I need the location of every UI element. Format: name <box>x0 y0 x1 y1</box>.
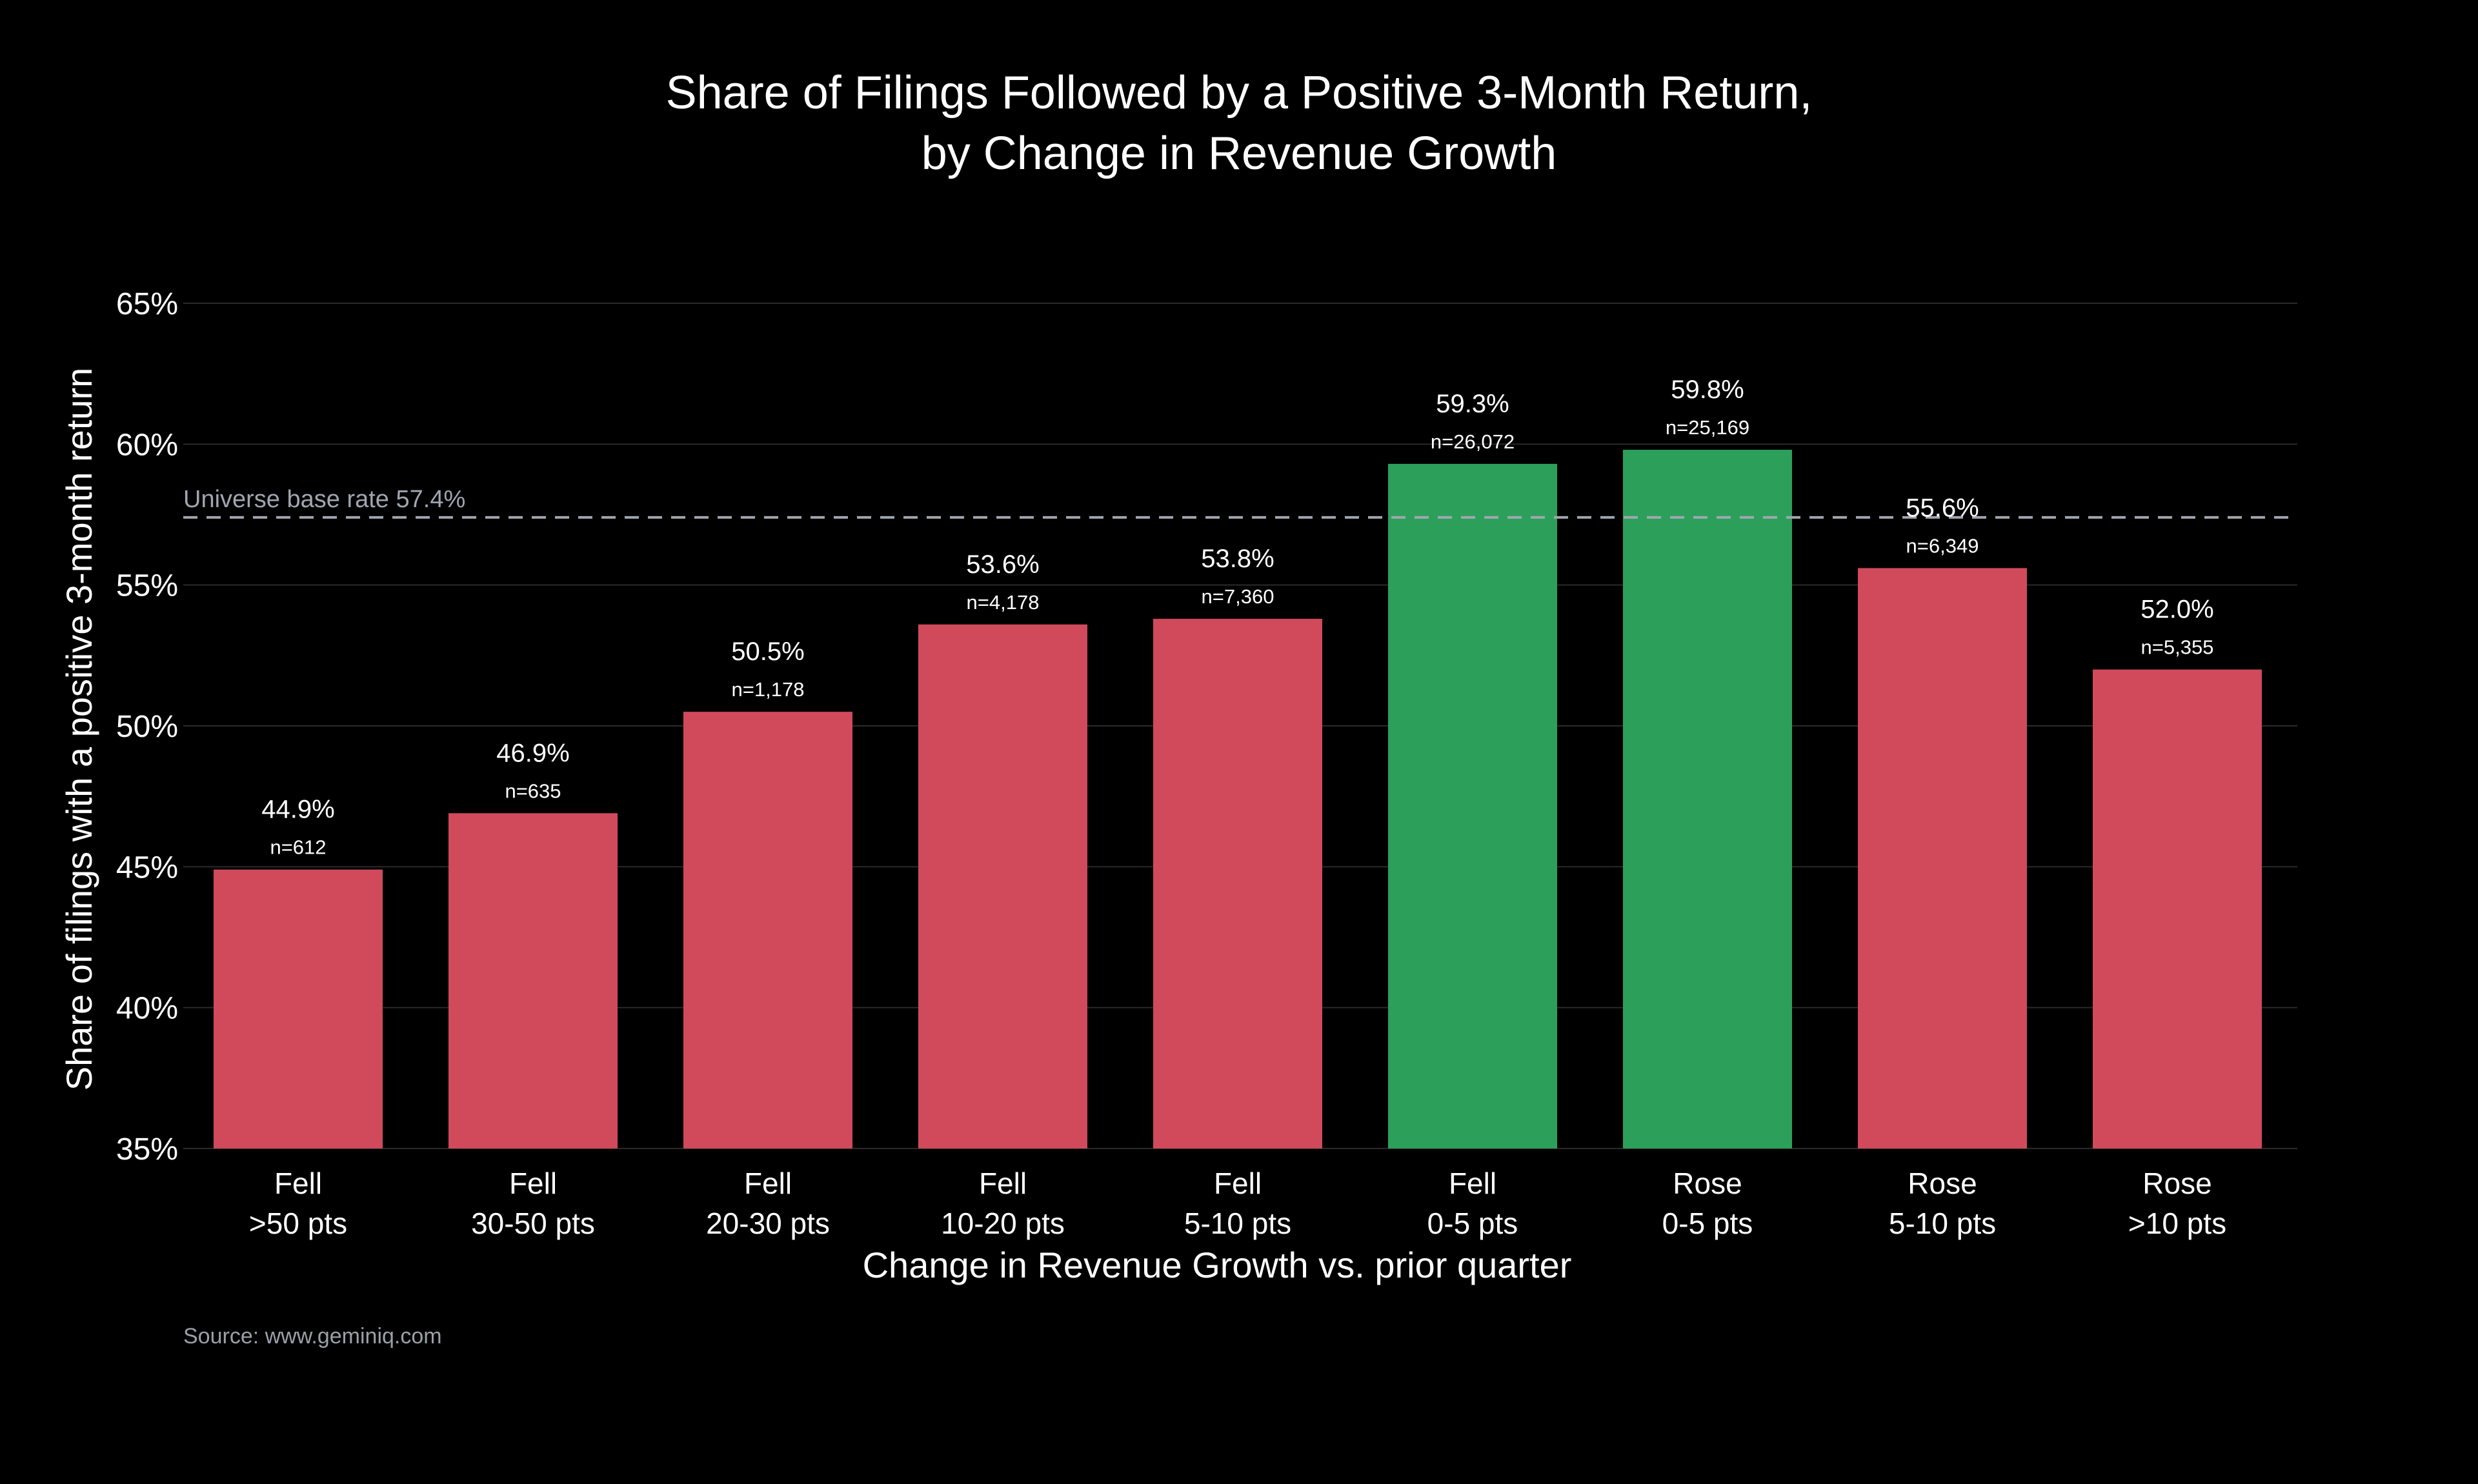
bar <box>1858 568 2027 1148</box>
y-axis-ticks: 35% 40% 45% 50% 55% 60% 65% <box>116 287 178 1167</box>
value-label: 52.0% <box>2141 596 2213 624</box>
x-tick-label-line-1: Fell <box>274 1167 322 1200</box>
value-label: 59.8% <box>1671 376 1744 404</box>
x-tick-label-line-2: 5-10 pts <box>1184 1207 1291 1240</box>
y-tick-label: 60% <box>116 428 178 462</box>
reference-line-group: Universe base rate 57.4% <box>183 486 2297 519</box>
count-label: n=635 <box>505 779 561 802</box>
bar <box>918 624 1087 1148</box>
x-tick-label-line-2: >50 pts <box>249 1207 347 1240</box>
x-axis-label: Change in Revenue Growth vs. prior quart… <box>863 1245 1572 1285</box>
x-axis-categories: Fell >50 pts Fell 30-50 pts Fell 20-30 pts Fel… <box>249 1167 2226 1240</box>
value-label: 55.6% <box>1906 494 1979 522</box>
count-label: n=7,360 <box>1202 585 1274 608</box>
value-label: 53.6% <box>966 550 1039 579</box>
x-tick-label-line-1: Rose <box>2142 1167 2211 1200</box>
count-label: n=5,355 <box>2141 636 2214 659</box>
data-labels: 44.9% n=612 46.9% n=635 50.5% n=1,178 53.6% n=4… <box>261 376 2213 859</box>
y-axis-label: Share of filings with a positive 3-month… <box>59 368 99 1091</box>
bars <box>214 450 2262 1148</box>
x-tick-label-line-1: Fell <box>1449 1167 1496 1200</box>
bar <box>1623 450 1792 1148</box>
y-tick-label: 40% <box>116 992 178 1026</box>
x-tick-label-line-2: 30-50 pts <box>471 1207 595 1240</box>
x-tick-label-line-2: 20-30 pts <box>706 1207 830 1240</box>
count-label: n=25,169 <box>1666 416 1749 439</box>
x-tick-label-line-2: 10-20 pts <box>941 1207 1065 1240</box>
x-tick-label-line-1: Fell <box>744 1167 792 1200</box>
y-tick-label: 55% <box>116 569 178 603</box>
y-tick-label: 65% <box>116 287 178 321</box>
value-label: 44.9% <box>261 796 334 824</box>
value-label: 59.3% <box>1436 390 1509 418</box>
x-tick-label-line-1: Rose <box>1908 1167 1977 1200</box>
count-label: n=26,072 <box>1431 430 1515 453</box>
x-tick-label-line-2: 0-5 pts <box>1662 1207 1753 1240</box>
value-label: 53.8% <box>1201 545 1274 573</box>
x-tick-label-line-2: 5-10 pts <box>1889 1207 1996 1240</box>
count-label: n=6,349 <box>1906 534 1979 557</box>
x-tick-label-line-1: Fell <box>1214 1167 1262 1200</box>
bar <box>1153 619 1322 1148</box>
x-tick-label-line-2: >10 pts <box>2128 1207 2226 1240</box>
value-label: 50.5% <box>731 637 804 666</box>
chart-title-line-1: Share of Filings Followed by a Positive … <box>666 67 1813 119</box>
bar <box>448 813 618 1148</box>
bar <box>214 869 383 1148</box>
x-tick-label-line-2: 0-5 pts <box>1427 1207 1518 1240</box>
count-label: n=612 <box>270 836 326 859</box>
reference-line-label: Universe base rate 57.4% <box>183 486 465 513</box>
x-tick-label-line-1: Fell <box>509 1167 557 1200</box>
y-tick-label: 35% <box>116 1132 178 1167</box>
chart-title-line-2: by Change in Revenue Growth <box>922 128 1557 179</box>
y-tick-label: 45% <box>116 850 178 885</box>
bar <box>1388 463 1557 1148</box>
bar <box>683 712 852 1148</box>
source-note: Source: www.geminiq.com <box>183 1324 442 1349</box>
x-tick-label-line-1: Rose <box>1673 1167 1742 1200</box>
count-label: n=1,178 <box>732 678 805 701</box>
value-label: 46.9% <box>496 739 569 767</box>
count-label: n=4,178 <box>967 591 1040 614</box>
bar <box>2093 669 2262 1148</box>
y-tick-label: 50% <box>116 710 178 744</box>
x-tick-label-line-1: Fell <box>979 1167 1027 1200</box>
